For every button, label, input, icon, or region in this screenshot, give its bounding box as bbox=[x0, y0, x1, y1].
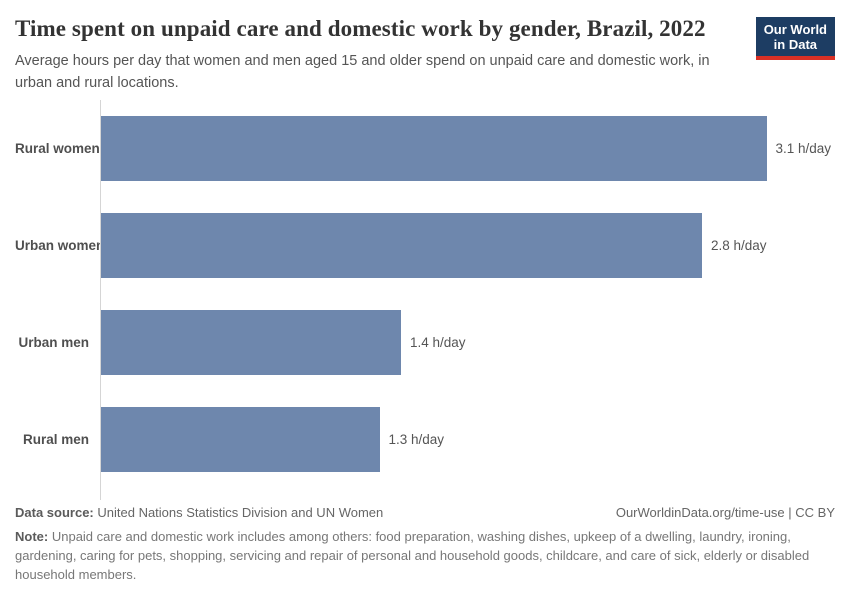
value-label: 3.1 h/day bbox=[775, 141, 832, 156]
value-label: 1.4 h/day bbox=[410, 335, 466, 350]
logo-line-1: Our World bbox=[763, 22, 827, 37]
header-text: Time spent on unpaid care and domestic w… bbox=[15, 15, 744, 94]
bar-track: 1.3 h/day bbox=[100, 391, 835, 488]
bar[interactable] bbox=[100, 213, 702, 278]
bar-track: 2.8 h/day bbox=[100, 197, 835, 294]
data-source-label: Data source: bbox=[15, 505, 94, 520]
category-label: Urban women bbox=[15, 238, 105, 253]
bar[interactable] bbox=[100, 407, 380, 472]
header: Time spent on unpaid care and domestic w… bbox=[15, 15, 835, 94]
chart-row: Rural women 3.1 h/day bbox=[15, 100, 835, 197]
chart-note: Note: Unpaid care and domestic work incl… bbox=[15, 527, 835, 584]
note-label: Note: bbox=[15, 529, 49, 544]
bar[interactable] bbox=[100, 116, 767, 181]
category-label: Rural men bbox=[22, 432, 89, 447]
owid-url-link[interactable]: OurWorldinData.org/time-use | CC BY bbox=[615, 505, 835, 520]
chart-row: Urban women 2.8 h/day bbox=[15, 197, 835, 294]
category-label: Rural women bbox=[15, 141, 100, 156]
bar-track: 3.1 h/day bbox=[100, 100, 835, 197]
data-source-value: United Nations Statistics Division and U… bbox=[97, 505, 384, 520]
data-source: Data source: United Nations Statistics D… bbox=[15, 505, 383, 520]
value-label: 1.3 h/day bbox=[388, 432, 445, 447]
bar[interactable] bbox=[100, 310, 401, 375]
note-text: Unpaid care and domestic work includes a… bbox=[15, 529, 810, 582]
chart-row: Urban men 1.4 h/day bbox=[15, 294, 835, 391]
source-row: Data source: United Nations Statistics D… bbox=[15, 505, 835, 520]
chart-title: Time spent on unpaid care and domestic w… bbox=[15, 16, 706, 41]
footer: Data source: United Nations Statistics D… bbox=[15, 505, 835, 584]
logo-line-2: in Data bbox=[773, 37, 818, 52]
chart-subtitle: Average hours per day that women and men… bbox=[15, 53, 710, 91]
bar-chart: Rural women 3.1 h/day Urban women 2.8 h/day… bbox=[15, 100, 835, 500]
bar-track: 1.4 h/day bbox=[100, 294, 835, 391]
value-label: 2.8 h/day bbox=[711, 238, 767, 253]
chart-row: Rural men 1.3 h/day bbox=[15, 391, 835, 488]
category-label: Urban men bbox=[18, 335, 89, 350]
owid-logo: Our World in Data bbox=[755, 17, 835, 60]
